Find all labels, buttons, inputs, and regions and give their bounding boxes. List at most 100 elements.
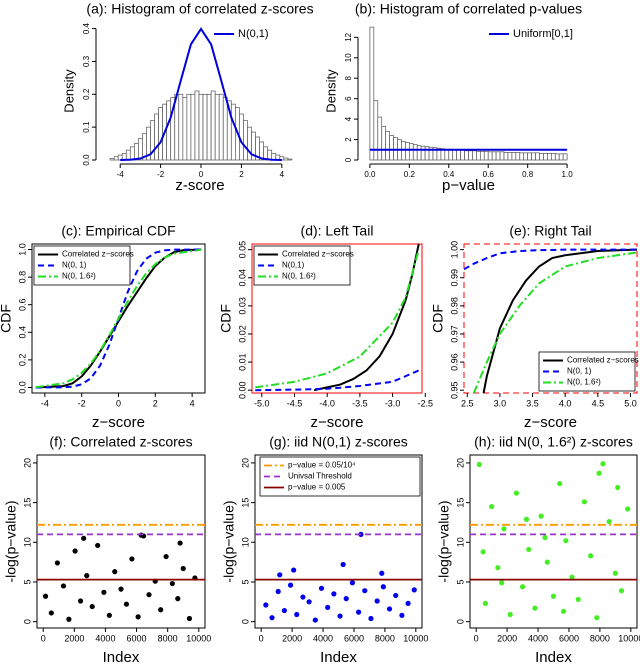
point: [123, 601, 130, 607]
y-tick-label: 0.4: [17, 326, 27, 339]
histogram-bar: [499, 151, 505, 161]
panel-title: (c): Empirical CDF: [61, 223, 175, 239]
legend-label: Uniform[0,1]: [513, 28, 573, 40]
point: [349, 580, 356, 586]
point: [106, 612, 112, 618]
point: [600, 461, 606, 467]
legend-label: N(0, 1.6²): [282, 272, 316, 281]
plot-frame: [254, 454, 423, 629]
x-axis-label: Index: [320, 649, 357, 664]
histogram-bar: [210, 90, 216, 161]
y-tick-label: 0.01: [237, 353, 247, 371]
y-tick-label: 0.05: [237, 241, 247, 259]
y-tick-label: 10: [344, 53, 353, 62]
y-axis-label: Density: [323, 69, 338, 113]
histogram-bar: [531, 152, 536, 161]
y-tick-label: 0.1: [82, 121, 91, 133]
point: [606, 519, 612, 525]
point: [146, 592, 152, 598]
point: [101, 589, 107, 595]
histogram-bar: [133, 143, 139, 161]
x-tick-label: 4000: [95, 633, 115, 643]
histogram-bar: [539, 153, 544, 161]
histogram-bar: [243, 120, 248, 161]
legend-label: p−value = 0.005: [288, 483, 346, 492]
point: [287, 582, 294, 588]
y-tick-label: 15: [22, 498, 32, 508]
histogram-bar: [283, 157, 289, 161]
histogram-bar: [519, 152, 525, 161]
x-tick-label: 2: [239, 170, 244, 179]
x-axis-label: Index: [535, 649, 572, 664]
histogram-bar: [129, 146, 135, 161]
point: [405, 600, 411, 606]
histogram-bar: [523, 152, 529, 161]
y-tick-label: 5: [22, 579, 32, 584]
y-tick-label: 0.0: [17, 381, 27, 394]
y-tick-label: 1.00: [449, 241, 459, 259]
histogram-bar: [373, 100, 379, 161]
y-tick-label: 0.95: [449, 381, 459, 399]
panel-title: (d): Left Tail: [301, 223, 374, 239]
y-tick-label: 0.4: [82, 22, 91, 34]
x-tick-label: 4.0: [559, 398, 572, 408]
histogram-bar: [487, 151, 493, 161]
histogram-bar: [158, 107, 163, 161]
point: [177, 540, 183, 546]
point: [169, 580, 175, 587]
point: [263, 602, 269, 608]
point: [499, 580, 505, 586]
histogram-bar: [511, 151, 517, 161]
y-tick-label: 10: [455, 537, 465, 547]
point: [135, 614, 141, 620]
legend-label: Correlated z−scores: [282, 250, 354, 259]
legend-label: N(0,1): [238, 28, 269, 40]
point: [72, 548, 78, 554]
point: [476, 461, 482, 468]
legend-label: Correlated z−scores: [567, 356, 639, 365]
x-axis-label: z−score: [524, 414, 577, 431]
point: [544, 559, 550, 565]
x-tick-label: 10000: [618, 633, 640, 643]
point: [480, 549, 486, 555]
plot-frame: [251, 243, 423, 394]
y-tick-label: 10: [22, 537, 32, 547]
x-tick-label: -3.5: [352, 398, 368, 408]
panel-title: (f): Correlated z-scores: [49, 434, 192, 450]
histogram-bar: [405, 142, 410, 161]
point: [294, 611, 300, 618]
x-tick-label: 6000: [559, 633, 579, 643]
cdf-line: [255, 369, 420, 392]
point: [54, 560, 60, 566]
x-tick-label: 0: [474, 633, 479, 643]
histogram-bar: [424, 146, 430, 161]
legend-label: Univsal Threshold: [288, 472, 352, 481]
histogram-bar: [287, 158, 293, 161]
point: [380, 584, 386, 590]
histogram-bar: [389, 135, 394, 161]
histogram-bar: [381, 125, 387, 161]
x-tick-label: 3.5: [526, 398, 539, 408]
y-axis-label: -log(p−value): [221, 500, 237, 582]
point: [158, 607, 164, 613]
histogram-bar: [515, 151, 521, 161]
y-tick-label: 0.98: [449, 297, 459, 315]
point: [507, 611, 513, 618]
y-tick-label: 0.96: [449, 353, 459, 371]
histogram-bar: [222, 97, 228, 161]
histogram-bar: [202, 93, 208, 161]
point: [281, 607, 287, 614]
x-tick-label: 0.4: [443, 170, 455, 179]
histogram-bar: [535, 152, 540, 161]
histogram-bar: [483, 150, 489, 161]
legend-label: N(0, 1): [62, 261, 87, 270]
histogram-bar: [495, 151, 501, 161]
panel-title: (b): Histogram of correlated p-values: [355, 1, 582, 17]
y-tick-label: 10: [240, 537, 250, 547]
point: [318, 585, 325, 591]
legend-label: N(0, 1.6²): [567, 378, 601, 387]
y-axis-label: CDF: [0, 304, 14, 333]
histogram-bar: [547, 153, 552, 161]
x-tick-label: 5.0: [624, 398, 637, 408]
x-axis-label: z-score: [175, 177, 224, 194]
